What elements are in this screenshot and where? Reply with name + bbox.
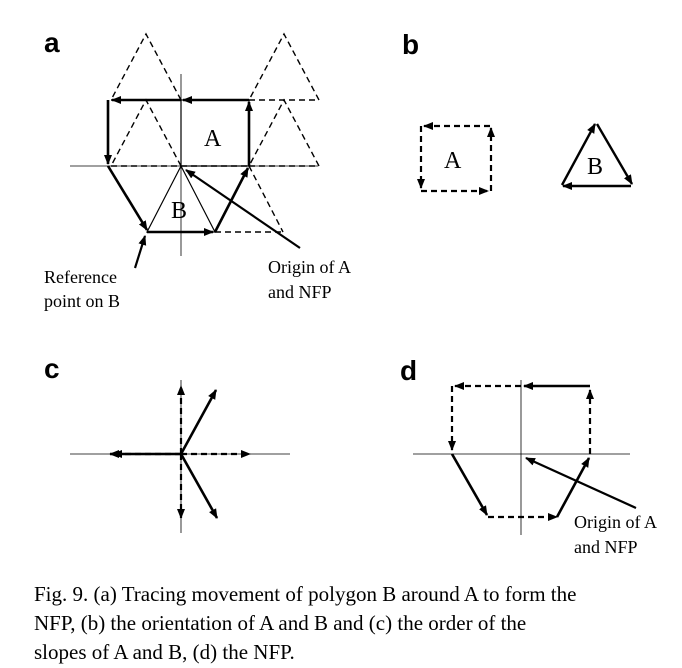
- panel-c: c: [44, 353, 290, 533]
- panel-a: a A B: [44, 27, 351, 311]
- panel-a-ref-label-2: point on B: [44, 291, 120, 311]
- panel-a-origin-label-2: and NFP: [268, 282, 332, 302]
- panel-a-label-b: B: [171, 198, 187, 224]
- panel-a-letter: a: [44, 27, 60, 58]
- panel-d-solid-edges: [450, 382, 591, 518]
- panel-d-letter: d: [400, 355, 417, 386]
- panel-c-solid-slopes: [109, 389, 219, 519]
- panel-d: d Origin of A and NFP: [400, 355, 657, 557]
- figure-caption: Fig. 9. (a) Tracing movement of polygon …: [34, 580, 682, 667]
- panel-d-pointer: [525, 456, 637, 510]
- panel-d-origin-label-2: and NFP: [574, 537, 638, 557]
- panel-b: b A B: [402, 29, 634, 195]
- panel-d-origin-label-1: Origin of A: [574, 512, 657, 532]
- panel-b-square: [417, 122, 495, 195]
- panel-a-pointers: [133, 169, 301, 269]
- panel-b-letter: b: [402, 29, 419, 60]
- panel-b-label-b: B: [587, 154, 603, 180]
- panel-a-nfp-path: [104, 96, 253, 236]
- panel-a-origin-label-1: Origin of A: [268, 257, 351, 277]
- panel-a-label-a: A: [204, 126, 222, 152]
- panel-a-ref-label-1: Reference: [44, 267, 117, 287]
- caption-line-1: Fig. 9. (a) Tracing movement of polygon …: [34, 582, 577, 606]
- panel-d-axes: [413, 380, 630, 535]
- panel-b-label-a: A: [444, 148, 462, 174]
- panel-c-letter: c: [44, 353, 60, 384]
- panel-d-dashed-edges: [448, 382, 594, 521]
- panel-b-triangle: [560, 123, 634, 190]
- caption-line-2: NFP, (b) the orientation of A and B and …: [34, 611, 527, 635]
- caption-line-3: slopes of A and B, (d) the NFP.: [34, 640, 295, 664]
